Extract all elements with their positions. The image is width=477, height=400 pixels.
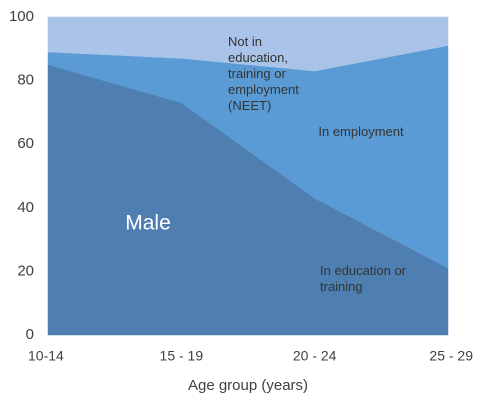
y-tick-label: 20	[17, 262, 34, 279]
y-tick-label: 60	[17, 135, 34, 152]
x-tick-label: 15 - 19	[160, 348, 204, 364]
x-axis-label: Age group (years)	[188, 377, 308, 394]
y-tick-label: 0	[26, 326, 34, 343]
x-tick-label: 25 - 29	[429, 348, 473, 364]
x-tick-label: 10-14	[28, 348, 64, 364]
series-label: Not in education, training or employment…	[228, 34, 299, 113]
area	[47, 16, 449, 72]
y-tick-label: 80	[17, 72, 34, 89]
y-tick-label: 100	[9, 8, 34, 25]
x-tick-label: 20 - 24	[293, 348, 337, 364]
annotation: Male	[125, 212, 171, 235]
series-label: In employment	[318, 124, 404, 139]
y-tick-label: 40	[17, 199, 34, 216]
series-label: In education or training	[320, 263, 407, 294]
